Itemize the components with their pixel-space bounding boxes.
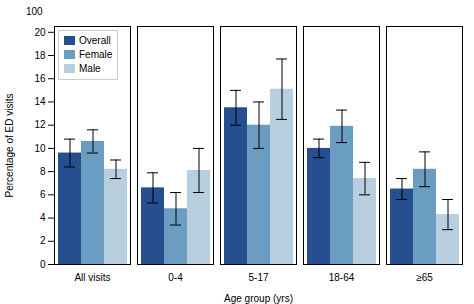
svg-text:0-4: 0-4 [168,272,183,283]
html-text:Male: Male [79,63,101,74]
svg-text:10: 10 [34,143,46,154]
svg-text:6: 6 [40,189,46,200]
svg-text:20: 20 [34,27,46,38]
svg-text:14: 14 [34,96,46,107]
svg-text:Age group (yrs): Age group (yrs) [224,293,293,304]
html-text:100: 100 [26,6,43,17]
svg-text:2: 2 [40,235,46,246]
svg-text:18-64: 18-64 [329,272,355,283]
svg-text:16: 16 [34,73,46,84]
svg-text:≥65: ≥65 [416,272,433,283]
svg-text:8: 8 [40,166,46,177]
html-text:Female: Female [79,49,113,60]
svg-text:5-17: 5-17 [248,272,268,283]
svg-text:12: 12 [34,119,46,130]
svg-text:Percentage of ED visits: Percentage of ED visits [4,94,15,198]
svg-text:18: 18 [34,50,46,61]
html-text:Overall: Overall [79,35,111,46]
svg-text:0: 0 [40,259,46,270]
svg-text:All visits: All visits [74,272,110,283]
svg-text:4: 4 [40,212,46,223]
